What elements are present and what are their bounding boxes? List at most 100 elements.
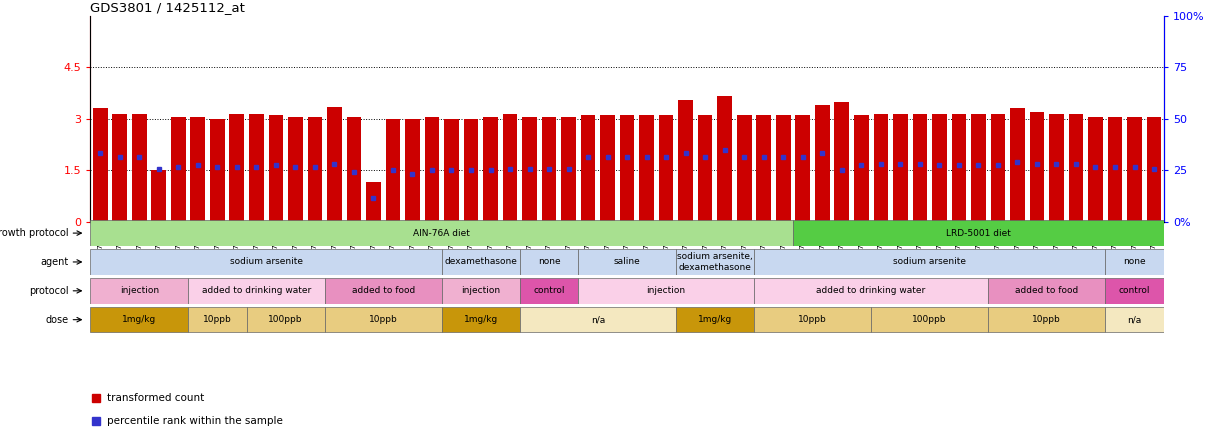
Bar [210, 119, 224, 222]
Text: none: none [1123, 258, 1146, 266]
Text: 100ppb: 100ppb [913, 315, 947, 324]
Text: injection: injection [646, 286, 686, 295]
Text: saline: saline [614, 258, 640, 266]
Bar [581, 115, 596, 222]
Bar [718, 96, 732, 222]
Bar [1088, 117, 1102, 222]
Text: percentile rank within the sample: percentile rank within the sample [107, 416, 283, 426]
Bar [90, 307, 188, 333]
Bar [678, 100, 693, 222]
Bar [754, 307, 871, 333]
Text: n/a: n/a [1128, 315, 1142, 324]
Bar [754, 249, 1105, 275]
Bar [601, 115, 615, 222]
Bar [971, 114, 985, 222]
Text: 1mg/kg: 1mg/kg [122, 315, 157, 324]
Bar [441, 249, 520, 275]
Bar [913, 114, 927, 222]
Bar [796, 115, 810, 222]
Text: transformed count: transformed count [107, 393, 205, 403]
Text: 1mg/kg: 1mg/kg [698, 315, 732, 324]
Bar [756, 115, 771, 222]
Text: dose: dose [46, 315, 69, 325]
Text: dexamethasone: dexamethasone [444, 258, 517, 266]
Bar [794, 220, 1164, 246]
Bar [246, 307, 324, 333]
Bar [658, 115, 673, 222]
Bar [675, 249, 754, 275]
Bar [93, 108, 107, 222]
Bar [288, 117, 303, 222]
Bar [188, 278, 324, 304]
Text: agent: agent [41, 257, 69, 267]
Bar [90, 220, 794, 246]
Bar [324, 278, 441, 304]
Bar [1069, 114, 1083, 222]
Bar [229, 114, 244, 222]
Text: 10ppb: 10ppb [1032, 315, 1061, 324]
Bar [1128, 117, 1142, 222]
Bar [131, 114, 147, 222]
Bar [112, 114, 127, 222]
Bar [1011, 108, 1025, 222]
Bar [441, 307, 520, 333]
Bar [191, 117, 205, 222]
Text: added to food: added to food [1015, 286, 1078, 295]
Text: added to drinking water: added to drinking water [201, 286, 311, 295]
Text: injection: injection [461, 286, 500, 295]
Bar [463, 119, 479, 222]
Text: added to drinking water: added to drinking water [816, 286, 926, 295]
Bar [152, 170, 166, 222]
Bar [541, 117, 556, 222]
Bar [90, 278, 188, 304]
Bar [620, 115, 634, 222]
Bar [522, 117, 537, 222]
Text: 10ppb: 10ppb [798, 315, 827, 324]
Text: n/a: n/a [591, 315, 605, 324]
Bar [520, 278, 579, 304]
Text: 100ppb: 100ppb [269, 315, 303, 324]
Bar [405, 119, 420, 222]
Bar [932, 114, 947, 222]
Bar [854, 115, 868, 222]
Bar [835, 102, 849, 222]
Bar [639, 115, 654, 222]
Bar [737, 115, 751, 222]
Text: control: control [533, 286, 564, 295]
Text: sodium arsenite: sodium arsenite [894, 258, 966, 266]
Bar [327, 107, 341, 222]
Text: injection: injection [119, 286, 159, 295]
Text: 10ppb: 10ppb [369, 315, 398, 324]
Bar [484, 117, 498, 222]
Bar [754, 278, 988, 304]
Bar [425, 117, 439, 222]
Bar [324, 307, 441, 333]
Bar [561, 117, 576, 222]
Bar [952, 114, 966, 222]
Bar [698, 115, 713, 222]
Bar [675, 307, 754, 333]
Text: sodium arsenite: sodium arsenite [229, 258, 303, 266]
Text: 1mg/kg: 1mg/kg [463, 315, 498, 324]
Bar [871, 307, 988, 333]
Bar [90, 249, 441, 275]
Bar [188, 307, 246, 333]
Bar [248, 114, 264, 222]
Text: sodium arsenite,
dexamethasone: sodium arsenite, dexamethasone [677, 252, 753, 272]
Bar [1105, 249, 1164, 275]
Bar [1030, 112, 1044, 222]
Bar [988, 278, 1105, 304]
Bar [1049, 114, 1064, 222]
Bar [892, 114, 908, 222]
Bar [503, 114, 517, 222]
Bar [520, 249, 579, 275]
Text: LRD-5001 diet: LRD-5001 diet [946, 229, 1011, 238]
Bar [579, 278, 754, 304]
Bar [441, 278, 520, 304]
Bar [386, 119, 400, 222]
Text: growth protocol: growth protocol [0, 228, 69, 238]
Text: control: control [1119, 286, 1151, 295]
Bar [775, 115, 791, 222]
Bar [988, 307, 1105, 333]
Bar [346, 117, 362, 222]
